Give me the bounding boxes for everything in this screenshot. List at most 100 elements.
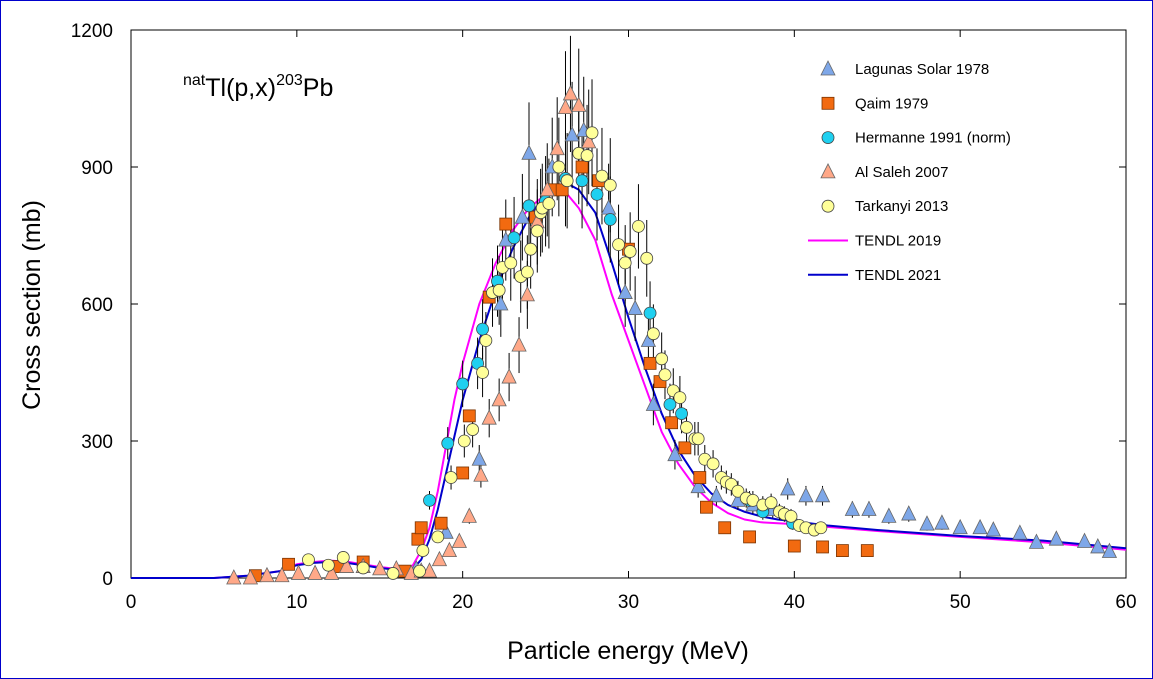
data-point (678, 441, 692, 455)
data-point (423, 493, 436, 507)
data-point (814, 486, 831, 503)
data-point (336, 551, 350, 564)
data-point (451, 532, 467, 548)
data-point (627, 299, 643, 315)
data-point (444, 471, 458, 484)
data-point (860, 544, 874, 557)
legend-marker (821, 199, 835, 213)
x-tick-label: 10 (286, 592, 307, 613)
data-point (667, 445, 683, 462)
legend-label: Al Saleh 2007 (855, 164, 948, 181)
data-point (552, 160, 566, 174)
legend-label: TENDL 2021 (855, 267, 941, 284)
data-point (706, 457, 720, 471)
data-point (1101, 542, 1118, 558)
data-point (784, 509, 798, 523)
data-point (476, 322, 489, 336)
data-point (646, 327, 660, 341)
data-point (731, 484, 745, 498)
data-point (473, 466, 489, 482)
data-point (416, 544, 430, 557)
data-point (643, 306, 657, 320)
data-point (575, 160, 589, 174)
data-point (600, 199, 617, 215)
data-point (539, 180, 555, 197)
data-point (456, 377, 470, 391)
y-tick-label: 300 (81, 432, 113, 453)
data-point (462, 409, 476, 423)
data-point (421, 562, 438, 578)
data-point (585, 126, 599, 140)
plot-area (130, 29, 1127, 579)
data-point (338, 557, 355, 573)
data-point (479, 334, 493, 347)
data-point (557, 98, 574, 115)
data-point (386, 567, 400, 580)
data-point (844, 500, 861, 516)
x-tick-label: 20 (452, 592, 473, 613)
legend-marker (820, 163, 836, 179)
data-point (655, 352, 669, 366)
data-point (259, 566, 275, 583)
reaction-label: natTl(p,x)203Pb (183, 72, 333, 102)
data-point (814, 521, 828, 535)
data-point (680, 420, 693, 434)
data-point (321, 558, 335, 572)
data-point (881, 507, 897, 523)
data-point (511, 336, 527, 352)
data-point (434, 516, 448, 530)
data-point (514, 208, 531, 224)
legend-label: Lagunas Solar 1978 (855, 61, 989, 78)
y-tick-label: 0 (102, 569, 113, 590)
y-tick-label: 1200 (71, 21, 113, 42)
x-tick-label: 30 (618, 592, 639, 613)
data-point (985, 521, 1001, 537)
data-point (242, 569, 259, 585)
data-point (481, 409, 497, 425)
data-point (413, 564, 426, 578)
reaction-mass: 203 (276, 72, 303, 89)
x-axis-title: Particle energy (MeV) (507, 637, 749, 665)
data-point (658, 368, 672, 382)
data-point (861, 500, 877, 516)
data-point (640, 251, 654, 265)
x-tick-label: 50 (950, 592, 971, 613)
y-tick-label: 600 (81, 295, 113, 316)
data-point (632, 219, 645, 233)
legend-label: Qaim 1979 (855, 95, 928, 112)
data-point (524, 242, 538, 256)
data-point (580, 149, 594, 162)
data-point (456, 466, 470, 480)
data-point (952, 518, 968, 535)
data-point (274, 566, 290, 583)
data-point (476, 366, 489, 379)
data-point (663, 398, 677, 411)
data-point (690, 477, 706, 494)
data-point (414, 521, 428, 535)
data-point (595, 169, 609, 183)
data-point (780, 480, 796, 496)
x-tick-label: 0 (126, 592, 137, 613)
data-point (499, 217, 513, 231)
x-tick-label: 40 (784, 592, 805, 613)
legend-marker (821, 96, 835, 110)
data-point (441, 541, 458, 557)
y-axis-title: Cross section (mb) (18, 200, 46, 410)
data-point (581, 132, 597, 149)
data-point (519, 285, 535, 302)
data-point (645, 395, 662, 411)
data-point (507, 231, 521, 245)
data-point (560, 174, 574, 188)
data-point (718, 521, 732, 535)
data-point (665, 416, 679, 430)
data-point (441, 436, 455, 450)
data-point (919, 515, 935, 531)
data-point (290, 564, 307, 580)
data-point (901, 505, 917, 521)
data-point (1048, 530, 1064, 546)
data-point (307, 564, 323, 580)
data-point (612, 238, 625, 252)
data-point (603, 178, 617, 192)
data-point (466, 423, 480, 436)
